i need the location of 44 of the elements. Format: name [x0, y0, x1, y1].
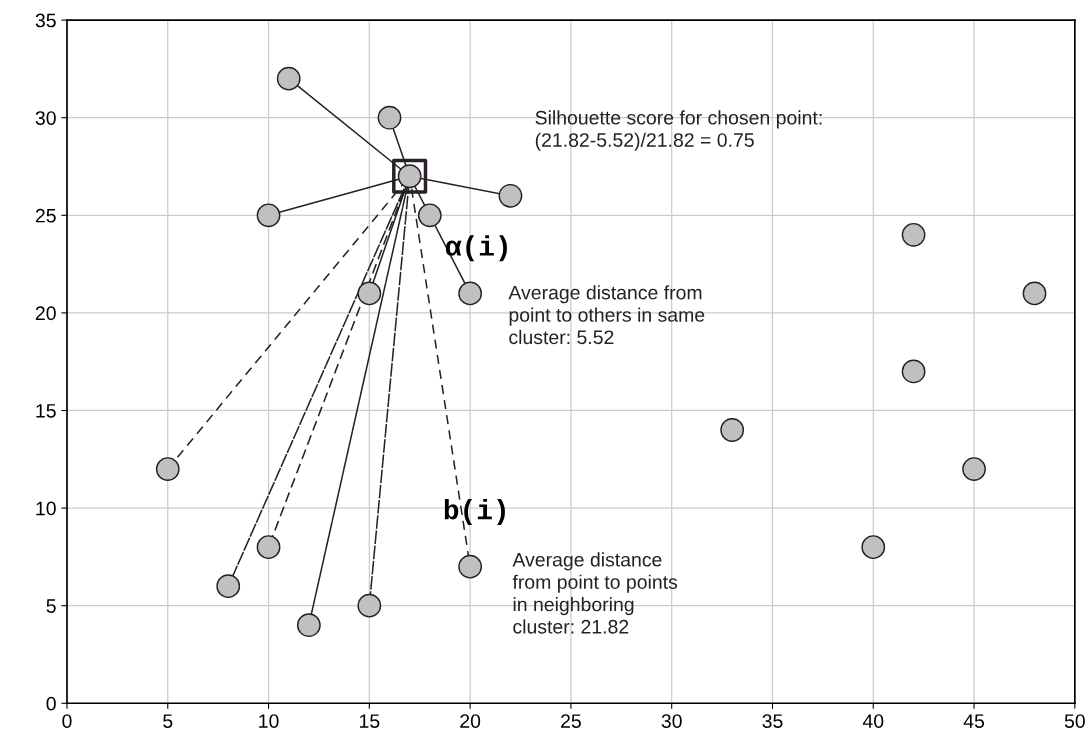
- x-tick-label: 45: [963, 714, 985, 728]
- point: [720, 418, 745, 442]
- y-tick-label: 0: [46, 696, 56, 711]
- point: [901, 359, 926, 384]
- point: [417, 203, 442, 228]
- x-tick-label: 10: [259, 714, 279, 728]
- point: [901, 222, 926, 247]
- annotation: α(i): [445, 235, 507, 262]
- x-tick-label: 35: [762, 714, 783, 728]
- annotation: Silhouette score for chosen point: (21.82-5.52)/21.82 = 0.75: [535, 110, 822, 151]
- y-tick-label: 20: [35, 306, 56, 321]
- point: [276, 66, 301, 91]
- x-tick-label: 5: [163, 714, 173, 728]
- y-tick-label: 35: [35, 13, 56, 28]
- x-tick-label: 40: [862, 714, 884, 728]
- point: [861, 535, 886, 560]
- y-tick-label: 5: [46, 599, 56, 613]
- point: [357, 281, 382, 306]
- x-tick-label: 15: [360, 714, 380, 728]
- annotation: b(i): [444, 499, 505, 525]
- point: [155, 457, 180, 481]
- point: [458, 554, 483, 579]
- y-tick-label: 10: [36, 501, 56, 516]
- x-tick-label: 30: [661, 714, 682, 728]
- point: [216, 574, 241, 599]
- x-tick-label: 20: [460, 714, 481, 728]
- annotation: Average distance from point to others in same cluster: 5.52: [508, 285, 705, 345]
- point: [458, 281, 483, 306]
- point: [256, 535, 281, 560]
- point: [256, 203, 281, 228]
- point: [296, 613, 321, 638]
- y-tick-label: 15: [36, 404, 56, 418]
- point: [377, 105, 402, 130]
- point: [1022, 281, 1047, 306]
- point: [392, 158, 428, 194]
- x-tick-label: 0: [62, 714, 72, 728]
- point: [962, 457, 986, 481]
- y-tick-label: 30: [35, 111, 56, 125]
- x-tick-label: 25: [561, 714, 581, 728]
- x-tick-label: 50: [1064, 714, 1085, 728]
- annotation: Average distance from point to points in neighboring cluster: 21.82: [512, 552, 678, 634]
- point: [498, 183, 523, 208]
- point: [357, 593, 382, 618]
- y-tick-label: 25: [35, 208, 56, 223]
